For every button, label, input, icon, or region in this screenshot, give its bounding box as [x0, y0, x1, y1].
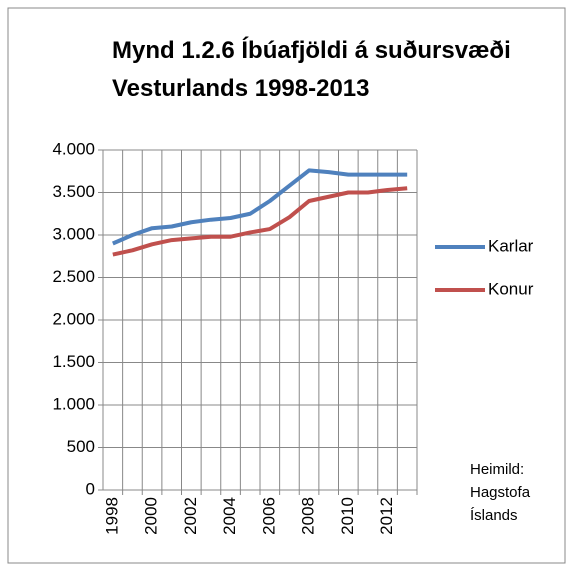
y-tick-label: 0 — [86, 479, 95, 498]
legend-label: Karlar — [488, 236, 534, 255]
x-tick-label: 2000 — [142, 497, 161, 535]
chart-title: Mynd 1.2.6 Íbúafjöldi á suðursvæði Vestu… — [112, 37, 511, 102]
y-tick-label: 1.000 — [52, 394, 95, 413]
y-tick-label: 1.500 — [52, 352, 95, 371]
series-line — [112, 168, 408, 246]
series-line — [112, 186, 408, 257]
y-tick-label: 3.500 — [52, 182, 95, 201]
y-tick-label: 3.000 — [52, 224, 95, 243]
y-tick-label: 2.500 — [52, 267, 95, 286]
source-note: Heimild: Hagstofa Íslands — [470, 461, 531, 524]
x-tick-label: 2004 — [220, 497, 239, 535]
x-tick-label: 2006 — [259, 497, 278, 535]
x-tick-label: 2010 — [338, 497, 357, 535]
y-tick-label: 2.000 — [52, 309, 95, 328]
x-tick-label: 2012 — [377, 497, 396, 535]
y-tick-label: 500 — [67, 437, 95, 456]
x-tick-label: 1998 — [102, 497, 121, 535]
legend-label: Konur — [488, 279, 534, 298]
x-tick-label: 2008 — [299, 497, 318, 535]
x-tick-label: 2002 — [181, 497, 200, 535]
y-tick-label: 4.000 — [52, 139, 95, 158]
chart-border — [7, 7, 566, 564]
